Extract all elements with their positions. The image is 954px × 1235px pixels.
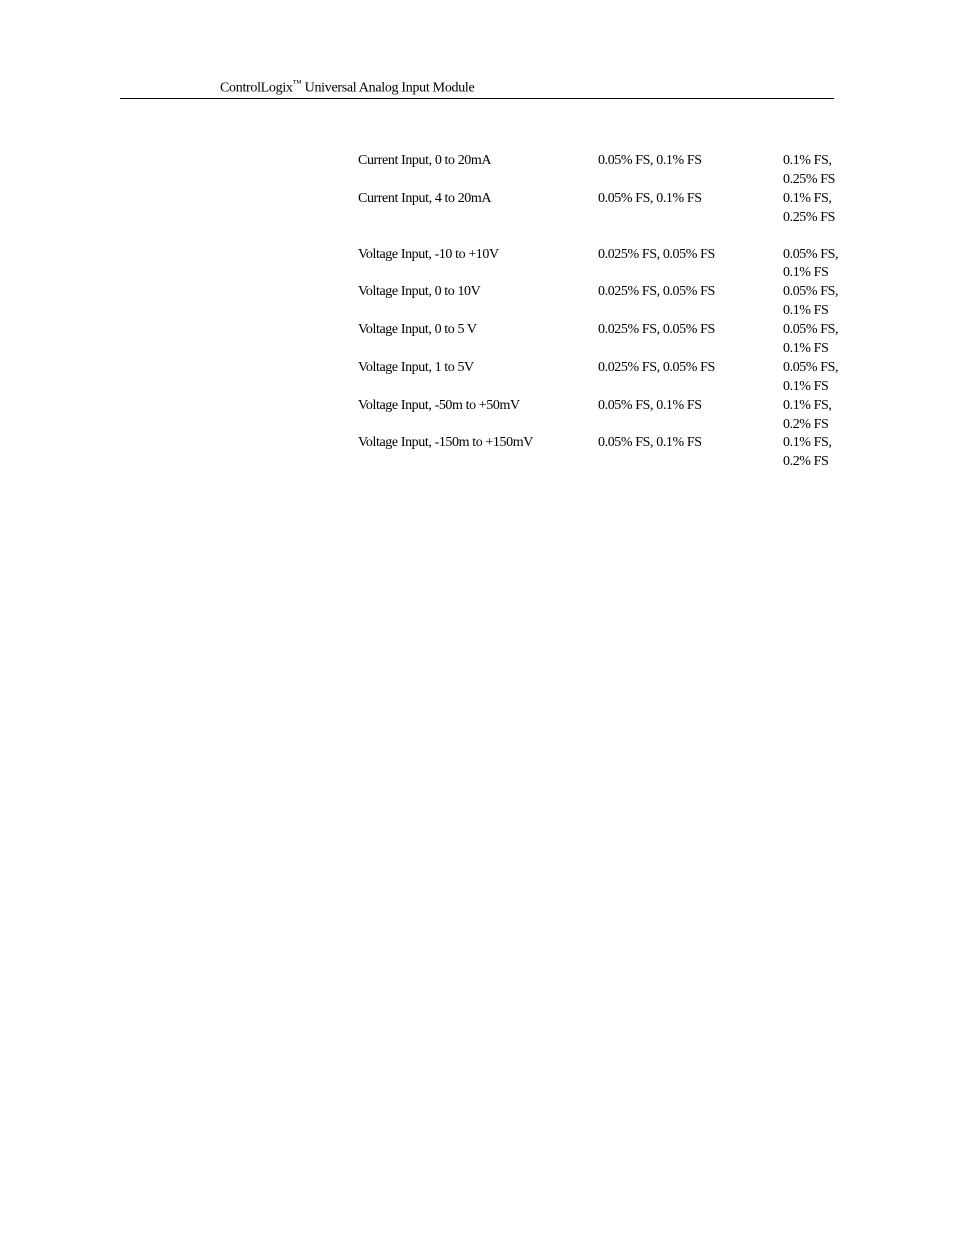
table-row: Voltage Input, -10 to +10V 0.025% FS, 0.… [358, 246, 854, 284]
table-row: Voltage Input, 0 to 5 V 0.025% FS, 0.05%… [358, 321, 854, 359]
cell-label: Voltage Input, 1 to 5V [358, 359, 598, 397]
cell-label: Current Input, 4 to 20mA [358, 190, 598, 228]
cell-value: 0.05% FS, 0.1% FS [598, 152, 783, 190]
cell-value: 0.05% FS, 0.1% FS [783, 321, 854, 359]
page-header: ControlLogix™ Universal Analog Input Mod… [220, 78, 834, 97]
cell-value: 0.025% FS, 0.05% FS [598, 321, 783, 359]
cell-label: Voltage Input, -50m to +50mV [358, 397, 598, 435]
cell-label: Voltage Input, -10 to +10V [358, 246, 598, 284]
cell-value: 0.05% FS, 0.1% FS [598, 434, 783, 472]
cell-value: 0.025% FS, 0.05% FS [598, 283, 783, 321]
table-row: Voltage Input, -150m to +150mV 0.05% FS,… [358, 434, 854, 472]
cell-value: 0.1% FS, 0.2% FS [783, 434, 854, 472]
header-title-prefix: ControlLogix [220, 81, 293, 96]
cell-value: 0.1% FS, 0.2% FS [783, 397, 854, 435]
cell-value: 0.05% FS, 0.1% FS [598, 397, 783, 435]
cell-label: Current Input, 0 to 20mA [358, 152, 598, 190]
cell-value: 0.025% FS, 0.05% FS [598, 246, 783, 284]
spec-table: Current Input, 0 to 20mA 0.05% FS, 0.1% … [358, 152, 854, 472]
table-row: Voltage Input, 0 to 10V 0.025% FS, 0.05%… [358, 283, 854, 321]
table-row: Voltage Input, 1 to 5V 0.025% FS, 0.05% … [358, 359, 854, 397]
cell-value: 0.05% FS, 0.1% FS [783, 359, 854, 397]
cell-label: Voltage Input, -150m to +150mV [358, 434, 598, 472]
cell-value: 0.05% FS, 0.1% FS [598, 190, 783, 228]
cell-value: 0.05% FS, 0.1% FS [783, 283, 854, 321]
cell-value: 0.025% FS, 0.05% FS [598, 359, 783, 397]
cell-value: 0.1% FS, 0.25% FS [783, 190, 854, 228]
table-row: Current Input, 4 to 20mA 0.05% FS, 0.1% … [358, 190, 854, 228]
cell-value: 0.1% FS, 0.25% FS [783, 152, 854, 190]
table-row: Voltage Input, -50m to +50mV 0.05% FS, 0… [358, 397, 854, 435]
header-rule [120, 98, 834, 99]
page: ControlLogix™ Universal Analog Input Mod… [0, 0, 954, 1235]
cell-label: Voltage Input, 0 to 5 V [358, 321, 598, 359]
table-row: Current Input, 0 to 20mA 0.05% FS, 0.1% … [358, 152, 854, 190]
header-title-suffix: Universal Analog Input Module [301, 81, 474, 96]
cell-label: Voltage Input, 0 to 10V [358, 283, 598, 321]
cell-value: 0.05% FS, 0.1% FS [783, 246, 854, 284]
group-gap [358, 228, 854, 246]
